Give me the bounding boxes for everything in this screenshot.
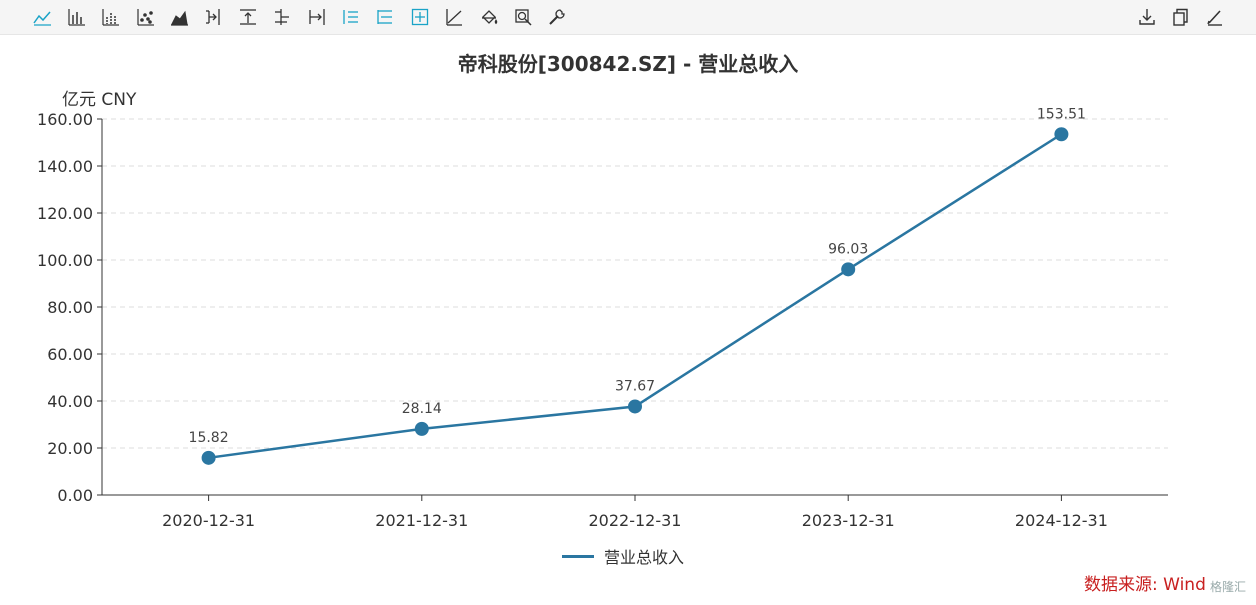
step-right-button[interactable] <box>202 6 225 28</box>
trend-button[interactable] <box>443 6 466 28</box>
data-label: 153.51 <box>1037 106 1086 122</box>
x-tick-label: 2022-12-31 <box>589 511 682 530</box>
data-point <box>414 421 429 436</box>
y-tick-label: 140.00 <box>37 157 93 176</box>
list-icon <box>343 10 359 24</box>
fill-bucket-button[interactable] <box>477 6 500 28</box>
legend-item[interactable]: 营业总收入 <box>562 544 684 568</box>
y-tick-label: 160.00 <box>37 110 93 129</box>
stacked-bar-button[interactable] <box>99 6 122 28</box>
data-point <box>201 450 216 465</box>
step-right-icon <box>206 9 221 25</box>
copy-icon <box>1172 8 1188 26</box>
edit-icon <box>1206 10 1222 26</box>
legend-label: 营业总收入 <box>604 548 685 567</box>
zoom-icon <box>515 9 532 26</box>
list-indent-icon <box>377 10 393 24</box>
chart-title: 帝科股份[300842.SZ] - 营业总收入 <box>457 52 799 76</box>
bar-chart-button[interactable] <box>64 6 87 28</box>
scatter-icon <box>137 9 154 26</box>
y-tick-label: 100.00 <box>37 251 93 270</box>
add-box-icon <box>411 8 428 26</box>
copy-button[interactable] <box>1169 6 1192 28</box>
align-center-icon <box>275 9 290 25</box>
list-indent-button[interactable] <box>374 6 397 28</box>
download-icon <box>1138 9 1155 25</box>
y-axis-unit-label: 亿元 CNY <box>62 90 137 110</box>
list-button[interactable] <box>340 6 363 28</box>
wrench-icon <box>549 9 566 25</box>
wrench-button[interactable] <box>546 6 569 28</box>
y-tick-label: 20.00 <box>47 439 93 458</box>
area-chart-icon <box>171 10 189 26</box>
scatter-button[interactable] <box>133 6 156 28</box>
data-label: 37.67 <box>615 378 655 394</box>
align-right-icon <box>308 9 325 25</box>
line-chart-button[interactable] <box>30 6 53 28</box>
data-label: 96.03 <box>828 241 868 257</box>
toolbar-right-group <box>1135 6 1226 28</box>
x-tick-label: 2020-12-31 <box>162 511 255 530</box>
trend-icon <box>446 9 463 26</box>
x-tick-label: 2021-12-31 <box>375 511 468 530</box>
x-tick-label: 2023-12-31 <box>802 511 895 530</box>
add-box-button[interactable] <box>408 6 431 28</box>
toolbar-left-group <box>30 6 569 28</box>
align-top-button[interactable] <box>236 6 259 28</box>
data-point <box>628 399 642 414</box>
fill-bucket-icon <box>481 10 497 25</box>
zoom-button[interactable] <box>511 6 534 28</box>
align-center-button[interactable] <box>271 6 294 28</box>
download-button[interactable] <box>1135 6 1158 28</box>
data-label: 15.82 <box>189 430 229 446</box>
data-label: 28.14 <box>402 401 442 417</box>
stacked-bar-icon <box>102 9 120 26</box>
source-note: 数据来源: Wind <box>1084 575 1206 595</box>
align-right-button[interactable] <box>305 6 328 28</box>
watermark: 格隆汇 <box>1209 580 1246 594</box>
align-top-icon <box>239 9 256 25</box>
chart-toolbar <box>0 0 1256 35</box>
bar-chart-icon <box>68 9 85 26</box>
y-tick-label: 40.00 <box>47 392 93 411</box>
area-chart-button[interactable] <box>168 6 191 28</box>
y-tick-label: 80.00 <box>47 298 93 317</box>
legend-line-icon <box>562 554 594 558</box>
edit-button[interactable] <box>1203 6 1226 28</box>
y-tick-label: 60.00 <box>47 345 93 364</box>
data-point <box>841 262 856 277</box>
data-point <box>1054 127 1069 142</box>
y-tick-label: 0.00 <box>57 486 93 505</box>
y-tick-label: 120.00 <box>37 204 93 223</box>
line-chart-icon <box>32 11 51 26</box>
x-tick-label: 2024-12-31 <box>1015 511 1108 530</box>
